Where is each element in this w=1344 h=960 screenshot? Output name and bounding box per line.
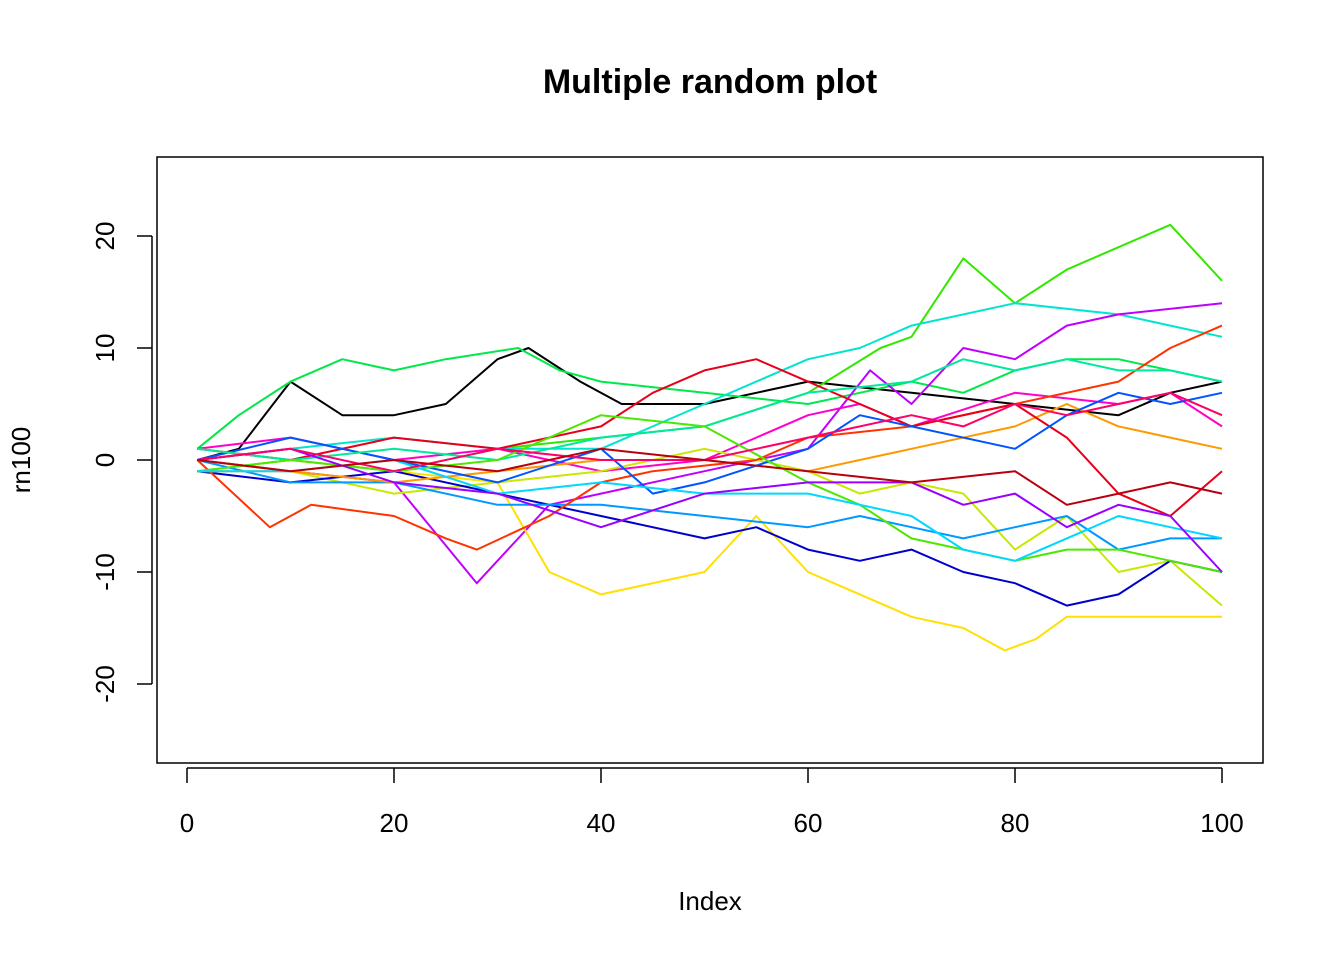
series-line-1 bbox=[197, 347, 1223, 461]
x-tick-label: 40 bbox=[587, 808, 616, 838]
series-line-11 bbox=[196, 324, 1223, 551]
x-axis: 0 20 40 60 80 100 bbox=[180, 767, 1244, 838]
series-line-9 bbox=[197, 470, 1223, 607]
series-line-10 bbox=[197, 459, 1222, 551]
x-tick-label: 80 bbox=[1001, 808, 1030, 838]
y-axis: -20 -10 0 10 20 bbox=[90, 222, 153, 703]
plot-frame bbox=[156, 156, 1264, 764]
y-tick-label: 10 bbox=[90, 334, 120, 363]
series-line-7 bbox=[197, 447, 1222, 652]
series-line-13 bbox=[197, 358, 1223, 517]
series-line-19 bbox=[197, 391, 1223, 473]
series-line-18 bbox=[197, 447, 1223, 573]
series-line-17 bbox=[197, 459, 1223, 562]
y-tick-label: 0 bbox=[90, 453, 120, 467]
series-line-15 bbox=[197, 358, 1223, 461]
series-line-3 bbox=[197, 223, 1223, 473]
x-tick-label: 60 bbox=[794, 808, 823, 838]
x-axis-label: Index bbox=[678, 886, 742, 916]
series-line-4 bbox=[197, 302, 1223, 461]
x-tick-label: 0 bbox=[180, 808, 194, 838]
chart-title: Multiple random plot bbox=[543, 63, 877, 101]
x-tick-label: 20 bbox=[380, 808, 409, 838]
y-axis-label: rn100 bbox=[6, 427, 36, 494]
y-tick-label: -10 bbox=[90, 553, 120, 591]
y-tick-label: -20 bbox=[90, 665, 120, 703]
series-lines bbox=[196, 223, 1223, 652]
x-tick-label: 100 bbox=[1200, 808, 1243, 838]
y-tick-label: 20 bbox=[90, 222, 120, 251]
series-line-20 bbox=[197, 447, 1223, 506]
